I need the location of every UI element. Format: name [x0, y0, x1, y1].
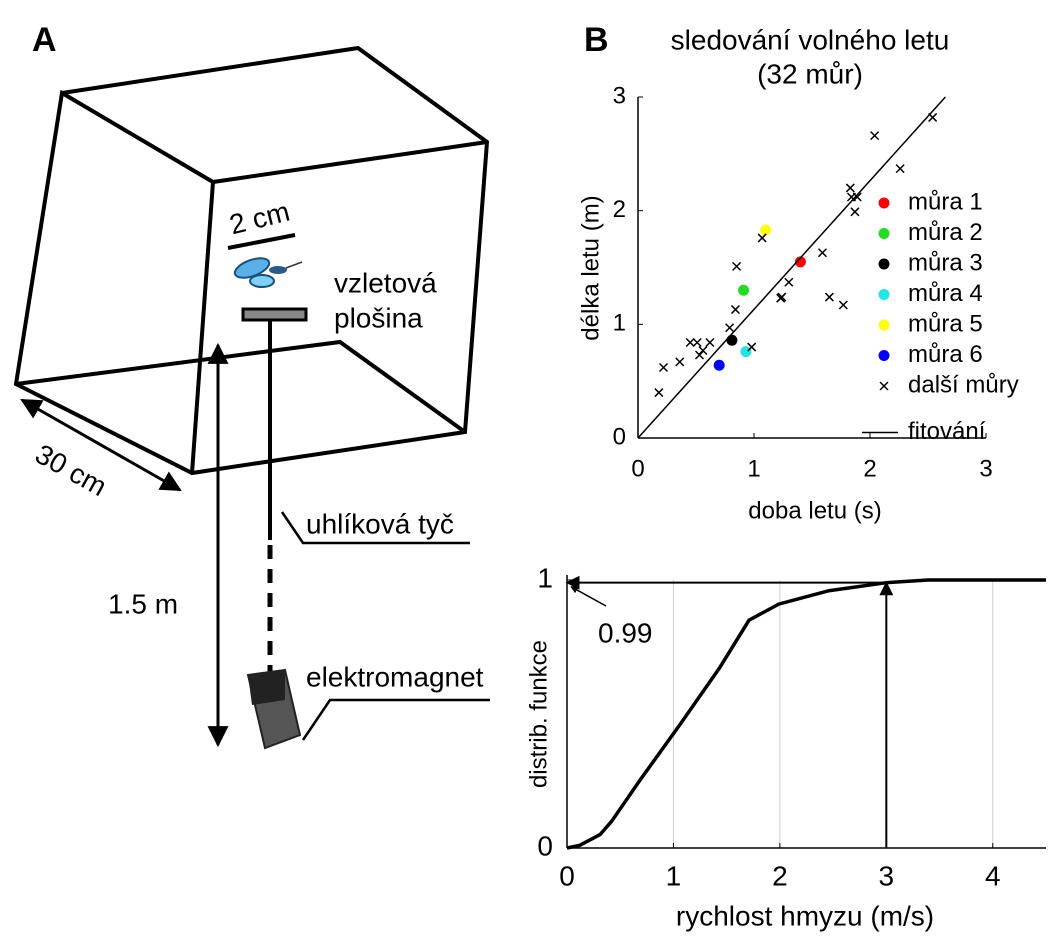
x-tick-label: 1: [666, 860, 682, 891]
legend-label: fitování: [908, 418, 986, 445]
legend-label: můra 1: [908, 188, 983, 215]
point: [732, 261, 742, 271]
point: [738, 284, 750, 296]
annotation-pointer: [570, 586, 607, 607]
point: [725, 323, 735, 333]
box-edge: [190, 181, 215, 474]
y-tick-label: 2: [613, 196, 626, 223]
y-tick-label: 3: [613, 82, 626, 109]
legend-marker: [878, 289, 890, 300]
point: [817, 248, 827, 258]
point: [838, 300, 848, 310]
point: [726, 334, 738, 346]
panel-label: B: [584, 21, 609, 59]
legend-label: můra 6: [908, 341, 983, 368]
legend-marker: [878, 228, 890, 239]
panel-label: A: [32, 21, 57, 59]
x-tick-label: 2: [863, 455, 876, 482]
chart-title: sledování volného letu: [671, 24, 950, 55]
fit-line: [637, 96, 946, 439]
point: [698, 345, 708, 356]
point: [824, 292, 834, 302]
legend-label: můra 4: [908, 280, 983, 307]
platform-label: vzletová: [334, 267, 437, 298]
rod-label: uhlíková tyč: [306, 508, 454, 539]
electromagnet: [246, 668, 302, 750]
point: [850, 207, 860, 217]
x-tick-label: 4: [985, 860, 1001, 891]
butterfly: [233, 257, 303, 288]
x-axis-label: rychlost hmyzu (m/s): [676, 900, 934, 931]
box: [13, 45, 490, 476]
box-edge: [15, 339, 467, 434]
point: [845, 183, 855, 193]
legend-marker: [878, 258, 890, 270]
legend-marker: [879, 381, 889, 391]
point: [747, 342, 757, 352]
x-tick-label: 3: [879, 860, 895, 891]
point: [654, 388, 664, 398]
legend-label: další můry: [908, 371, 1019, 398]
legend-marker: [878, 197, 890, 209]
point: [776, 293, 786, 303]
x-axis-label: doba letu (s): [748, 497, 881, 524]
size-arrow: [20, 398, 182, 492]
point: [694, 350, 705, 360]
point: [705, 337, 715, 348]
y-tick-label: 0: [537, 830, 553, 861]
y-tick-label: 0: [613, 423, 626, 450]
point: [760, 224, 772, 236]
size-label: 30 cm: [30, 438, 112, 502]
y-tick-label: 1: [537, 562, 553, 593]
point: [740, 346, 752, 358]
leader: [280, 511, 470, 545]
x-tick-label: 2: [772, 860, 788, 891]
chart-subtitle: (32 můr): [757, 58, 863, 89]
point: [757, 233, 767, 243]
magnet-label: elektromagnet: [306, 661, 484, 692]
scale-label: 2 cm: [226, 196, 292, 241]
y-tick-label: 1: [613, 310, 626, 337]
legend-label: můra 5: [908, 310, 983, 337]
x-tick-label: 3: [979, 455, 992, 482]
point: [675, 357, 685, 367]
wing: [249, 274, 275, 288]
y-axis-label: délka letu (m): [577, 195, 604, 340]
point: [895, 164, 905, 174]
scale-bar: [227, 233, 296, 250]
legend-marker: [878, 319, 890, 331]
platform-label: plošina: [334, 302, 423, 333]
x-tick-label: 0: [631, 455, 644, 482]
annotation-label: 0.99: [598, 617, 653, 648]
point: [730, 305, 740, 315]
y-axis-label: distrib. funkce: [525, 640, 552, 788]
legend-marker: [878, 350, 890, 361]
legend-label: můra 3: [908, 249, 983, 276]
leader: [301, 698, 490, 741]
height-label: 1.5 m: [108, 588, 178, 619]
point: [784, 277, 794, 287]
x-tick-label: 0: [559, 860, 575, 891]
point: [713, 359, 725, 371]
magnet-top: [248, 670, 285, 705]
body: [269, 266, 287, 274]
point: [685, 337, 695, 348]
point: [870, 131, 880, 141]
point: [794, 256, 806, 268]
legend-label: můra 2: [908, 219, 983, 246]
platform: [241, 307, 308, 322]
point: [692, 337, 702, 348]
point: [852, 192, 862, 202]
antenna: [285, 261, 303, 269]
x-tick-label: 1: [747, 455, 760, 482]
point: [658, 362, 669, 373]
